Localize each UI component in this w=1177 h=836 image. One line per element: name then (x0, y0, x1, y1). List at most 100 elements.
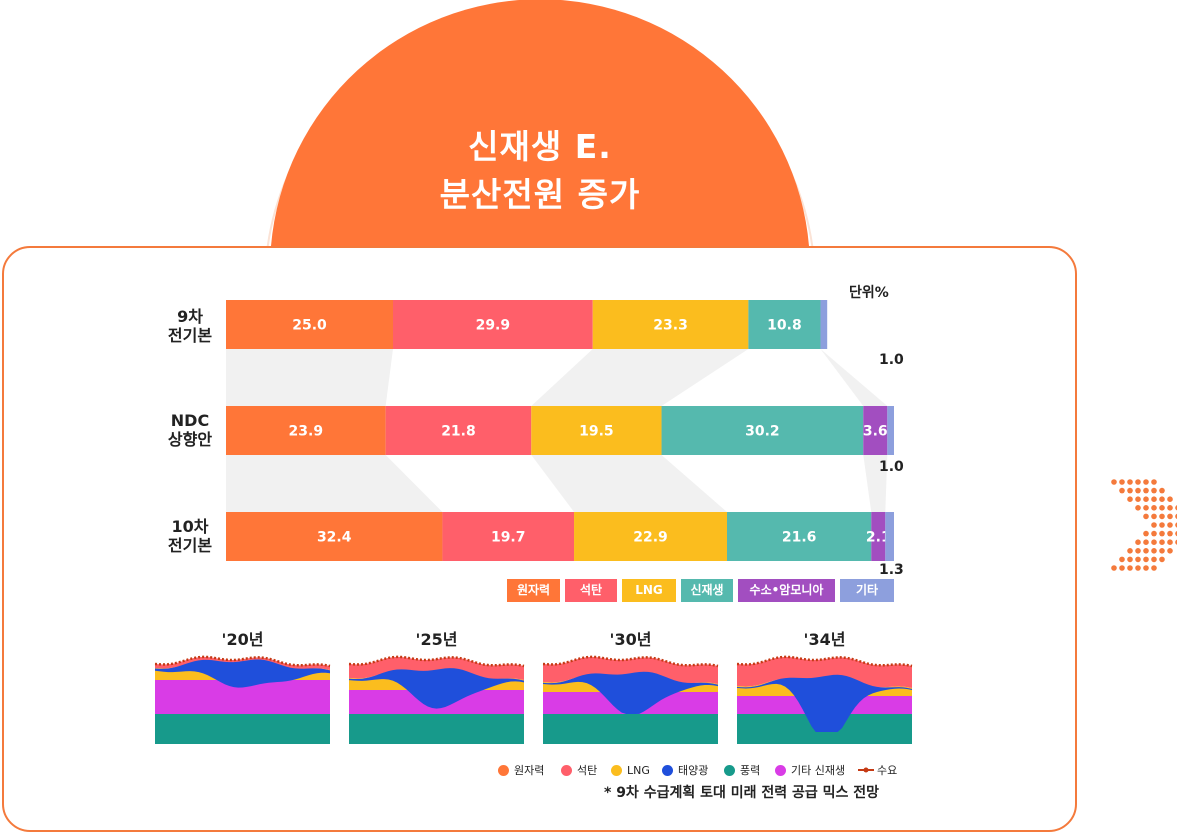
bar-segment (226, 406, 386, 455)
stacked-bar-chart: 25.0 29.9 23.3 10.8 23.9 21.8 19.5 30.2 3.6 32.4 1… (226, 300, 894, 561)
bar-value-label: 19.7 (491, 530, 526, 546)
connector-band (531, 455, 727, 512)
legend-renewable: 신재생 (681, 579, 733, 602)
mini-legend-wind-label: 풍력 (740, 764, 761, 777)
chevron-dot (1167, 530, 1173, 537)
footnote: * 9차 수급계획 토대 미래 전력 공급 믹스 전망 (604, 785, 880, 801)
mini-chart-panel (542, 655, 719, 744)
chevron-dot (1135, 556, 1141, 563)
chevron-dot (1151, 548, 1157, 554)
bar-segment (885, 512, 894, 561)
chevron-dot (1143, 548, 1149, 554)
mini-legend-coal-label: 석탄 (577, 764, 598, 777)
chevron-dot (1127, 487, 1133, 494)
solar-area (737, 674, 912, 732)
bar-value-label: 10.8 (767, 318, 802, 334)
bar-value-label: 29.9 (476, 318, 511, 334)
chevron-dot (1159, 505, 1165, 511)
mini-legend-other-renewable-label: 기타 신재생 (791, 764, 846, 777)
unit-label: 단위% (849, 285, 889, 301)
bar-value-label: 32.4 (317, 530, 352, 546)
chevron-dot (1151, 522, 1157, 528)
bar-value-label: 30.2 (745, 424, 780, 440)
chevron-dot (1167, 513, 1173, 520)
mini-legend-nuclear-label: 원자력 (514, 764, 545, 777)
mini-chart-panel (736, 655, 913, 744)
other-value-10th: 1.3 (879, 562, 904, 578)
solar-area (349, 668, 524, 709)
bar-segment (226, 512, 443, 561)
bar-segment (385, 406, 532, 455)
demand-line (736, 655, 913, 668)
bar-segment (393, 300, 593, 349)
wind-dot-icon (724, 764, 735, 776)
year-label-2034: '34년 (803, 630, 846, 649)
other-value-ndc: 1.0 (879, 459, 904, 475)
chevron-dot (1143, 496, 1149, 503)
bar-value-label: 2.1 (866, 530, 891, 546)
chevron-dot (1167, 522, 1173, 528)
mini-legend-lng-label: LNG (627, 763, 650, 777)
row-label-9th-line2: 전기본 (167, 326, 213, 345)
chevron-dot (1135, 479, 1141, 485)
mini-legend-solar-label: 태양광 (678, 764, 709, 777)
chevron-dot (1135, 539, 1141, 545)
chevron-dot (1143, 556, 1149, 563)
row-label-10th-line1: 10차 (171, 517, 209, 536)
bar-segment (442, 512, 575, 561)
row-label-ndc-line2: 상향안 (167, 430, 213, 449)
mini-legend-solar: 태양광 (662, 762, 708, 778)
year-label-2020: '20년 (221, 630, 264, 649)
demand-line-icon (858, 767, 874, 773)
chevron-dot (1151, 530, 1157, 537)
chevron-dot (1127, 556, 1133, 563)
mini-chart-panel (348, 655, 525, 744)
wind-area (543, 714, 718, 744)
bar-segment (226, 300, 393, 349)
bar-segment (863, 406, 888, 455)
bar-value-label: 21.8 (441, 424, 476, 440)
chevron-dot (1127, 479, 1133, 485)
nuclear-dot-icon (498, 764, 509, 776)
demand-line (542, 655, 719, 668)
bar-segment (531, 406, 662, 455)
chevron-dot (1159, 530, 1165, 537)
chevron-dot (1159, 556, 1165, 563)
chevron-dot (1127, 548, 1133, 554)
chevron-dot (1167, 548, 1173, 554)
chevron-dot (1143, 487, 1149, 494)
bar-segment (871, 512, 886, 561)
legend-lng: LNG (622, 579, 676, 602)
chevron-dot (1111, 565, 1117, 571)
row-label-ndc: NDC 상향안 (150, 411, 230, 449)
chevron-dot (1151, 496, 1157, 503)
chevron-dot (1135, 548, 1141, 554)
chevron-dot (1135, 487, 1141, 494)
bar-value-label: 25.0 (292, 318, 327, 334)
chevron-dot (1159, 548, 1165, 554)
solar-area (155, 659, 330, 688)
coal-area (543, 656, 718, 685)
chevron-dot (1127, 496, 1133, 503)
row-label-9th-line1: 9차 (177, 307, 203, 326)
connector-band (226, 349, 393, 406)
other-renewable-dot-icon (775, 764, 786, 776)
chevron-dot (1151, 539, 1157, 545)
mini-legend-nuclear: 원자력 (498, 762, 544, 778)
chevron-dot (1119, 565, 1125, 571)
chevron-dot (1159, 539, 1165, 545)
row-label-9th: 9차 전기본 (150, 307, 230, 345)
chevron-dots-icon (1111, 479, 1177, 571)
other-value-9th: 1.0 (879, 352, 904, 368)
mini-legend-coal: 석탄 (561, 762, 597, 778)
chevron-dot (1159, 522, 1165, 528)
chevron-dot (1143, 539, 1149, 545)
bar-segment (820, 300, 828, 349)
chevron-dot (1151, 513, 1157, 520)
chevron-dot (1143, 513, 1149, 520)
chevron-dot (1151, 565, 1157, 571)
chevron-dot (1159, 487, 1165, 494)
mini-legend-other-renewable: 기타 신재생 (775, 762, 845, 778)
connector-band (531, 349, 749, 406)
coal-dot-icon (561, 764, 572, 776)
